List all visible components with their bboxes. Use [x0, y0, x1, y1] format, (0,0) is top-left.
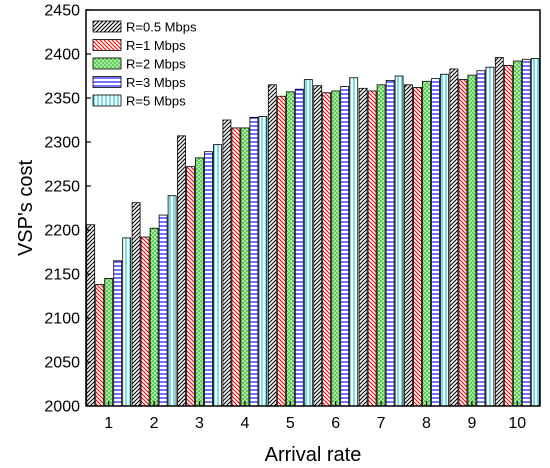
y-tick-label: 2450 — [44, 3, 80, 20]
tick-layer: 2000 2050 2100 2150 2200 2250 2300 2350 2400 2450… — [44, 3, 526, 433]
x-tick-label: 5 — [286, 415, 295, 432]
bar-r-3-mbps-cat-9 — [476, 70, 486, 407]
bar-r-5-mbps-cat-9 — [485, 66, 495, 407]
bar-r-2-mbps-cat-4 — [240, 127, 250, 407]
bar-r-0-5-mbps-cat-5 — [267, 84, 277, 407]
bar-r-2-mbps-cat-9 — [467, 74, 477, 407]
y-tick-label: 2000 — [44, 399, 80, 416]
bar-r-3-mbps-cat-6 — [340, 86, 350, 407]
bar-r-1-mbps-cat-8 — [413, 87, 422, 407]
x-tick-label: 9 — [467, 415, 476, 432]
bar-r-0-5-mbps-cat-3 — [177, 135, 186, 407]
bar-r-1-mbps-cat-9 — [458, 79, 468, 407]
x-tick-label: 1 — [104, 415, 113, 432]
bar-r-3-mbps-cat-2 — [158, 214, 168, 407]
bar-r-0-5-mbps-cat-4 — [222, 119, 232, 407]
y-tick-label: 2250 — [44, 179, 80, 196]
bar-r-2-mbps-cat-3 — [195, 157, 204, 407]
bar-r-0-5-mbps-cat-1 — [86, 224, 96, 407]
legend-label: R=0.5 Mbps — [126, 20, 197, 35]
bar-r-1-mbps-cat-3 — [186, 166, 195, 407]
bar-r-5-mbps-cat-4 — [258, 116, 268, 407]
bar-r-0-5-mbps-cat-2 — [131, 202, 141, 407]
legend-label: R=3 Mbps — [126, 75, 186, 90]
bar-r-1-mbps-cat-5 — [276, 95, 286, 407]
legend-label: R=2 Mbps — [126, 57, 186, 72]
bar-r-2-mbps-cat-6 — [331, 90, 341, 407]
bar-r-2-mbps-cat-10 — [512, 60, 522, 407]
bar-r-5-mbps-cat-8 — [440, 73, 449, 407]
bar-r-0-5-mbps-cat-7 — [358, 87, 368, 407]
y-tick-label: 2200 — [44, 223, 80, 240]
y-tick-label: 2150 — [44, 267, 80, 284]
bar-r-1-mbps-cat-10 — [503, 65, 513, 407]
bar-r-5-mbps-cat-2 — [167, 195, 177, 407]
bar-r-5-mbps-cat-3 — [213, 144, 222, 407]
bar-r-1-mbps-cat-2 — [140, 236, 150, 407]
legend: R=0.5 Mbps R=1 Mbps R=2 Mbps R=3 Mbps R=5 Mb… — [92, 20, 197, 109]
bar-r-0-5-mbps-cat-6 — [313, 85, 323, 407]
x-axis-title: Arrival rate — [265, 444, 362, 466]
legend-swatch — [92, 76, 122, 88]
bar-r-5-mbps-cat-1 — [122, 237, 132, 407]
legend-swatch — [92, 20, 122, 33]
bar-r-3-mbps-cat-4 — [249, 116, 259, 407]
y-tick-label: 2100 — [44, 311, 80, 328]
bar-r-3-mbps-cat-7 — [385, 80, 395, 407]
bar-r-2-mbps-cat-5 — [285, 91, 295, 407]
bar-r-5-mbps-cat-7 — [394, 75, 404, 407]
bar-r-2-mbps-cat-2 — [149, 227, 159, 407]
bar-r-1-mbps-cat-1 — [95, 284, 105, 407]
bar-r-0-5-mbps-cat-8 — [404, 84, 413, 407]
x-tick-label: 4 — [240, 415, 249, 432]
y-tick-label: 2050 — [44, 355, 80, 372]
bar-r-1-mbps-cat-6 — [322, 92, 332, 407]
y-tick-label: 2300 — [44, 135, 80, 152]
legend-swatch — [92, 39, 122, 51]
bar-r-2-mbps-cat-7 — [376, 84, 386, 407]
x-tick-label: 7 — [377, 415, 386, 432]
y-tick-label: 2350 — [44, 91, 80, 108]
bar-r-2-mbps-cat-1 — [104, 277, 114, 407]
bar-r-5-mbps-cat-5 — [303, 79, 313, 407]
x-tick-label: 6 — [331, 415, 340, 432]
bar-r-3-mbps-cat-8 — [431, 78, 440, 407]
bars-layer — [86, 57, 540, 407]
bar-r-5-mbps-cat-10 — [530, 58, 540, 407]
y-tick-label: 2400 — [44, 47, 80, 64]
x-tick-label: 10 — [508, 415, 526, 432]
plot-frame — [85, 9, 541, 407]
bar-r-1-mbps-cat-4 — [231, 127, 241, 407]
bar-r-1-mbps-cat-7 — [367, 90, 377, 407]
bar-r-3-mbps-cat-3 — [204, 151, 213, 407]
legend-swatch — [92, 94, 122, 107]
bar-r-0-5-mbps-cat-10 — [494, 57, 504, 407]
bar-r-2-mbps-cat-8 — [422, 80, 431, 407]
bar-r-3-mbps-cat-10 — [521, 58, 531, 407]
x-tick-label: 8 — [422, 415, 431, 432]
x-tick-label: 2 — [150, 415, 159, 432]
legend-label: R=5 Mbps — [126, 94, 186, 109]
bar-r-3-mbps-cat-5 — [294, 88, 304, 407]
bar-r-0-5-mbps-cat-9 — [449, 68, 459, 407]
legend-swatch — [92, 57, 122, 70]
bar-r-5-mbps-cat-6 — [349, 77, 359, 407]
y-axis-title: VSP's cost — [15, 160, 37, 257]
bar-r-3-mbps-cat-1 — [113, 260, 123, 407]
x-tick-label: 3 — [195, 415, 204, 432]
legend-label: R=1 Mbps — [126, 38, 186, 53]
